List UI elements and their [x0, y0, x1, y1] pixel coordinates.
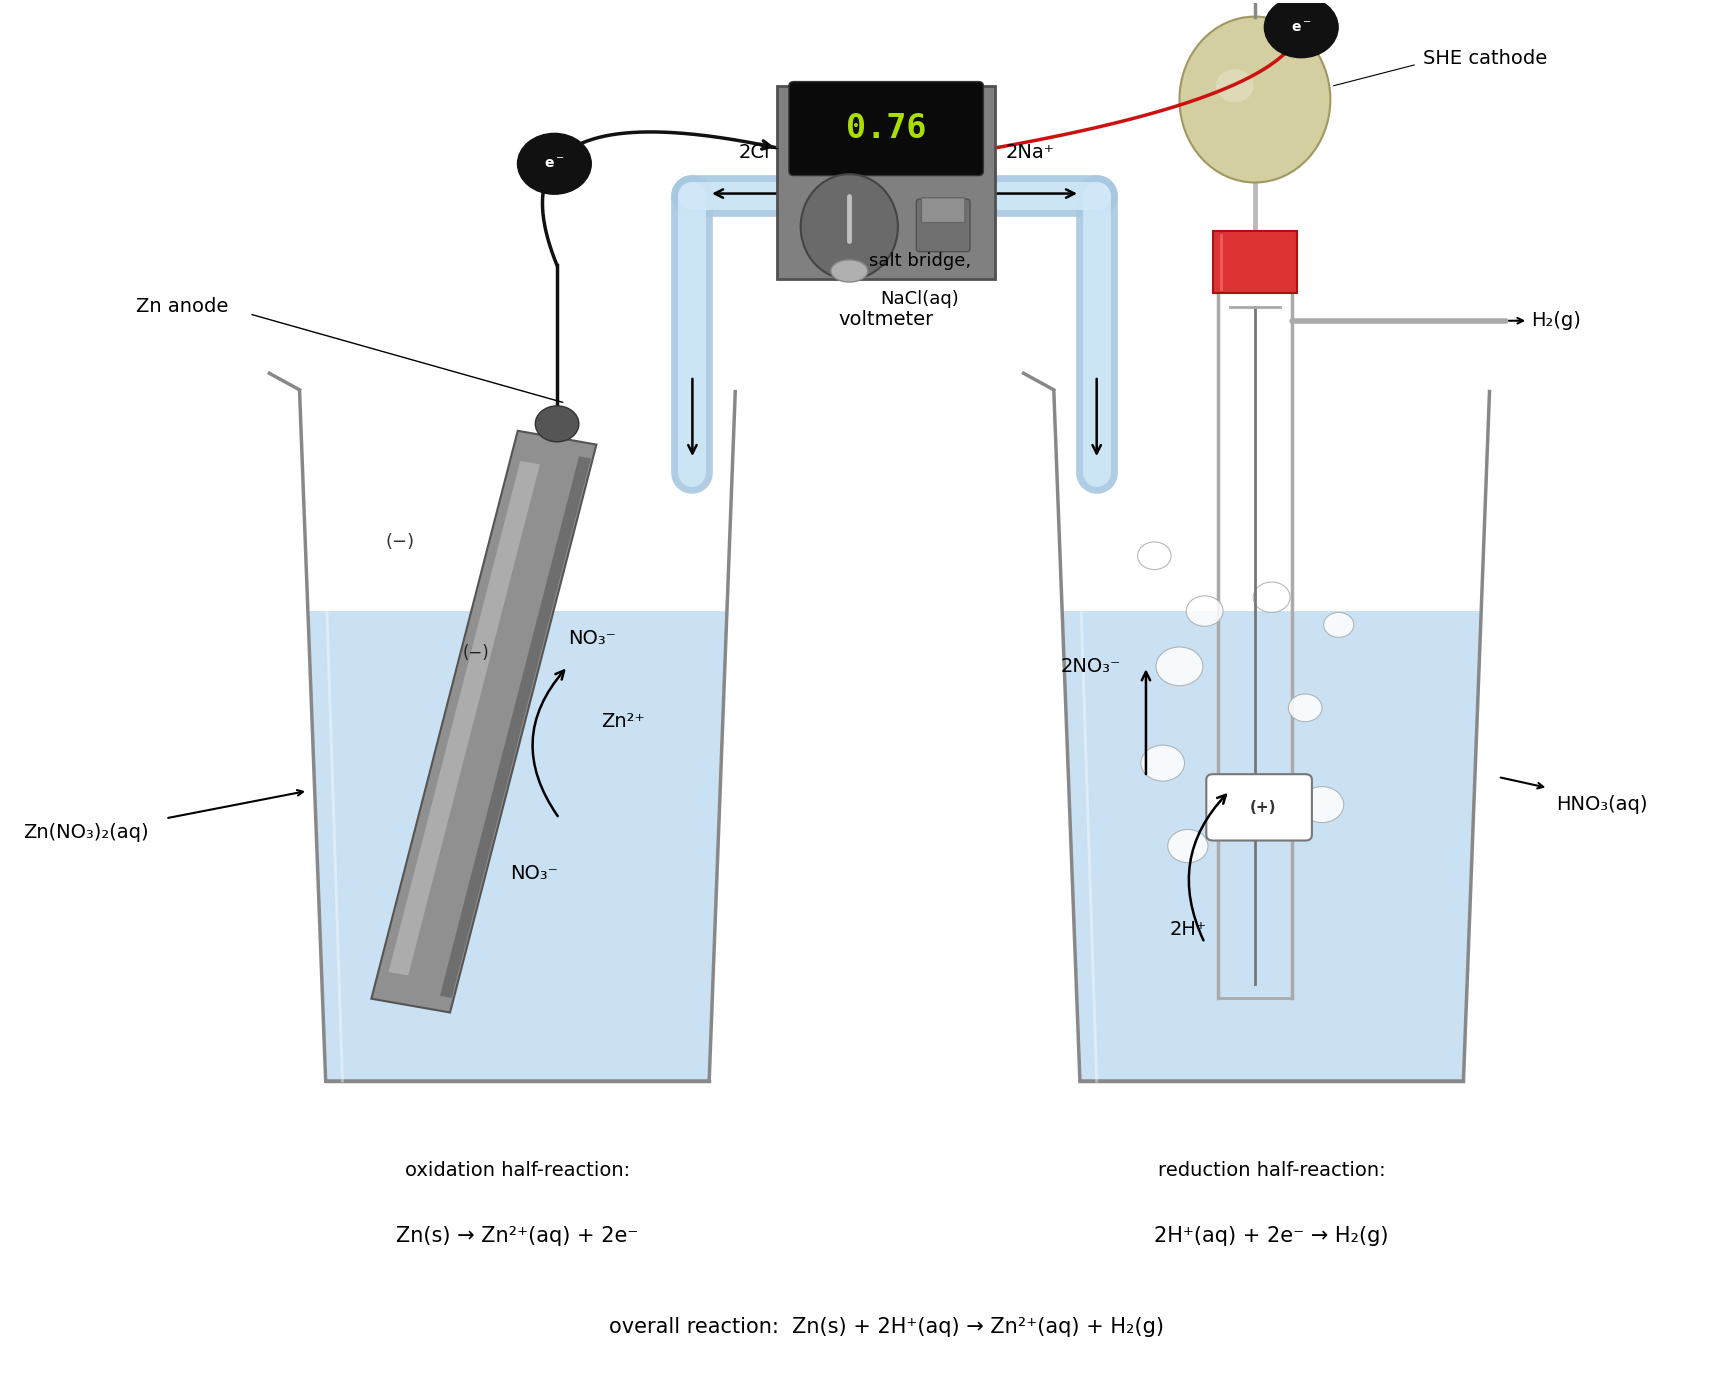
Text: 2Cl⁻: 2Cl⁻	[739, 143, 781, 162]
Text: overall reaction:  Zn(s) + 2H⁺(aq) → Zn²⁺(aq) + H₂(g): overall reaction: Zn(s) + 2H⁺(aq) → Zn²⁺…	[608, 1317, 1164, 1337]
Circle shape	[1205, 779, 1237, 804]
Text: voltmeter: voltmeter	[839, 310, 934, 329]
Text: 2H⁺: 2H⁺	[1169, 919, 1207, 938]
FancyBboxPatch shape	[1205, 775, 1313, 841]
Text: NO₃⁻: NO₃⁻	[509, 865, 558, 883]
Text: (−): (−)	[463, 644, 489, 662]
Text: (−): (−)	[385, 533, 414, 551]
Ellipse shape	[1180, 17, 1330, 182]
Text: (+): (+)	[1250, 799, 1276, 815]
Ellipse shape	[831, 260, 867, 282]
Text: Zn(s) → Zn²⁺(aq) + 2e⁻: Zn(s) → Zn²⁺(aq) + 2e⁻	[395, 1226, 639, 1246]
Text: 2H⁺(aq) + 2e⁻ → H₂(g): 2H⁺(aq) + 2e⁻ → H₂(g)	[1154, 1226, 1389, 1246]
Text: oxidation half-reaction:: oxidation half-reaction:	[404, 1162, 630, 1180]
Circle shape	[1323, 612, 1354, 637]
Circle shape	[535, 405, 579, 441]
Ellipse shape	[1216, 69, 1254, 103]
Ellipse shape	[801, 175, 898, 279]
Circle shape	[1300, 787, 1344, 823]
Text: H₂(g): H₂(g)	[1532, 311, 1582, 330]
FancyBboxPatch shape	[789, 82, 983, 176]
Text: 2NO₃⁻: 2NO₃⁻	[1060, 657, 1121, 676]
Text: reduction half-reaction:: reduction half-reaction:	[1157, 1162, 1385, 1180]
Circle shape	[1254, 582, 1290, 612]
Circle shape	[1288, 694, 1321, 722]
Text: e$^-$: e$^-$	[1292, 21, 1311, 35]
Circle shape	[1264, 0, 1338, 58]
Text: SHE cathode: SHE cathode	[1423, 49, 1547, 68]
Circle shape	[1138, 541, 1171, 569]
Polygon shape	[440, 457, 591, 998]
FancyBboxPatch shape	[922, 197, 965, 222]
Circle shape	[1186, 595, 1223, 626]
Text: salt bridge,: salt bridge,	[869, 251, 971, 269]
Circle shape	[518, 133, 591, 194]
Polygon shape	[1212, 230, 1297, 293]
Circle shape	[1167, 830, 1207, 863]
Polygon shape	[1062, 611, 1482, 1081]
Text: 0.76: 0.76	[846, 112, 926, 146]
Text: 2Na⁺: 2Na⁺	[1005, 143, 1053, 162]
FancyBboxPatch shape	[777, 86, 995, 279]
Text: Zn anode: Zn anode	[136, 297, 228, 316]
Circle shape	[1155, 647, 1204, 686]
Text: HNO₃(aq): HNO₃(aq)	[1556, 795, 1648, 815]
Circle shape	[1142, 745, 1185, 781]
Polygon shape	[307, 611, 727, 1081]
Text: Zn(NO₃)₂(aq): Zn(NO₃)₂(aq)	[22, 823, 149, 841]
Text: NaCl(aq): NaCl(aq)	[881, 290, 958, 308]
Polygon shape	[371, 430, 596, 1012]
Text: e$^-$: e$^-$	[544, 157, 565, 171]
Text: Zn²⁺: Zn²⁺	[601, 712, 644, 731]
FancyBboxPatch shape	[917, 198, 971, 251]
Text: NO₃⁻: NO₃⁻	[568, 629, 615, 648]
Polygon shape	[389, 461, 541, 976]
